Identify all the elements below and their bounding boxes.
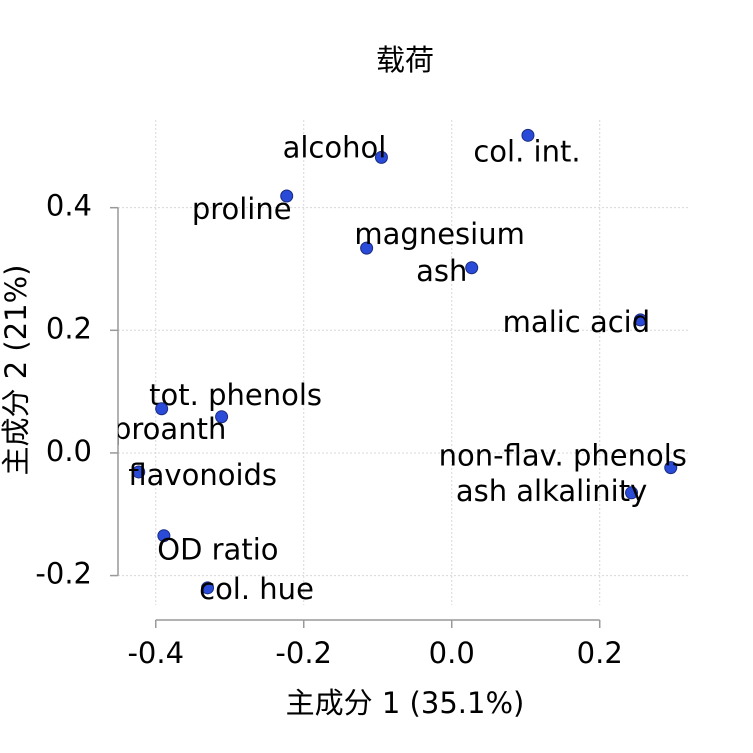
point-label: alcohol [283,130,387,164]
point-label: OD ratio [157,533,278,567]
point-label: col. hue [199,572,314,606]
point [374,150,388,164]
point-label: flavonoids [128,458,277,492]
y-tick-label: 0.4 [46,189,92,223]
point [280,189,294,203]
point [155,402,169,416]
point-label: non-flav. phenols [439,439,687,473]
point-label: magnesium [354,217,524,251]
point-label: ash alkalinity [456,474,647,508]
x-tick-label: 0.2 [577,636,623,670]
point [664,461,678,475]
point [201,581,215,595]
chart-title: 载荷 [376,43,434,77]
point [132,465,146,479]
point-label: proanth [113,412,226,446]
point-label: col. int. [473,134,580,168]
x-tick-label: -0.4 [127,636,184,670]
point-label: malic acid [503,305,650,339]
point [157,529,171,543]
axes: -0.4 -0.2 0.0 0.2 -0.2 0.0 0.2 0.4 [35,189,622,670]
x-tick-label: -0.2 [275,636,332,670]
y-tick-label: 0.2 [46,311,92,345]
y-tick-label: -0.2 [35,557,92,591]
point [521,128,535,142]
x-tick-label: 0.0 [429,636,475,670]
point-label: ash [416,254,467,288]
y-axis-label: 主成分 2 (21%) [0,265,33,476]
point [360,241,374,255]
point [215,410,229,424]
point-label: tot. phenols [149,378,322,412]
point [633,313,647,327]
point [625,486,639,500]
point-label: proline [192,192,292,226]
point [465,261,479,275]
grid [118,120,690,605]
y-tick-label: 0.0 [46,434,92,468]
x-axis-label: 主成分 1 (35.1%) [286,686,525,720]
